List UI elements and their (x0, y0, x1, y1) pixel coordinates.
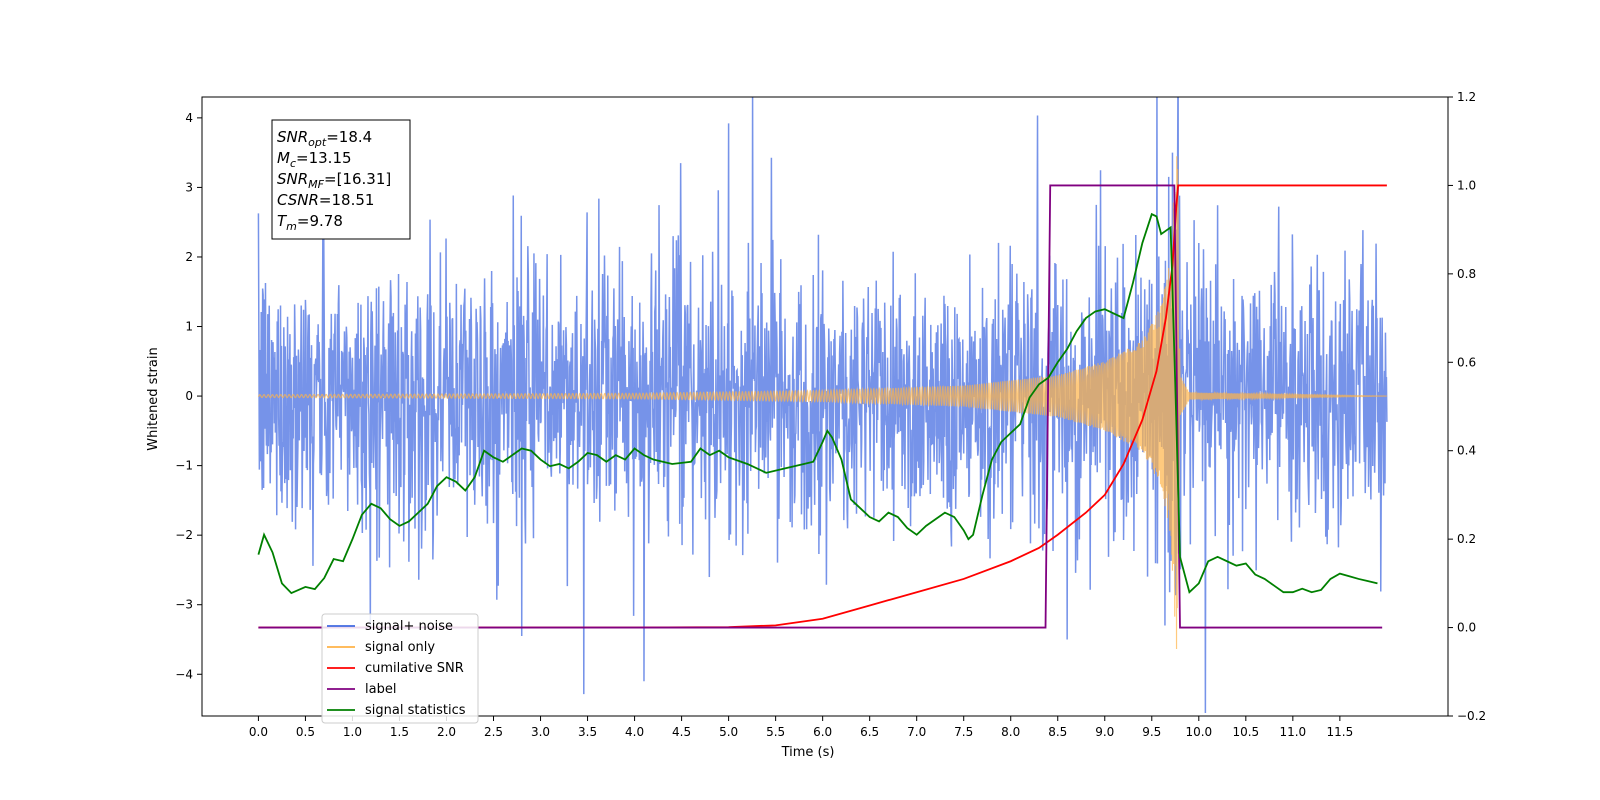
series-layer (257, 97, 1388, 713)
y-tick-label: 2 (185, 250, 193, 264)
annotation-value: =9.78 (297, 212, 343, 230)
x-tick-label: 11.0 (1279, 725, 1306, 739)
legend-label: label (365, 682, 396, 697)
y-tick-label: −1 (175, 459, 193, 473)
x-tick-label: 5.0 (719, 725, 738, 739)
y2-tick-label: 0.6 (1457, 355, 1476, 369)
x-tick-label: 10.0 (1185, 725, 1212, 739)
series-signal-only (257, 156, 1387, 650)
x-tick-label: 1.5 (390, 725, 409, 739)
annotation-value: =[16.31] (324, 170, 391, 188)
annotation-symbol: SNR (277, 128, 308, 146)
legend-label: signal statistics (365, 703, 466, 718)
y2-tick-label: 0.2 (1457, 532, 1476, 546)
series-signal-statistics (257, 212, 1378, 595)
y2-tick-label: 1.2 (1457, 90, 1476, 104)
x-tick-label: 9.5 (1142, 725, 1161, 739)
series-cumulative-snr (258, 184, 1387, 629)
annotation-line: Tm=9.78 (277, 212, 343, 233)
annotation-value: =13.15 (296, 149, 352, 167)
y2-tick-label: 0.4 (1457, 444, 1476, 458)
y-tick-label: 4 (185, 111, 193, 125)
annotation-subscript: MF (308, 178, 324, 191)
annotation-subscript: opt (308, 136, 327, 149)
annotation-symbol: CSNR (277, 191, 319, 209)
plot-area (257, 97, 1388, 713)
x-tick-label: 8.5 (1048, 725, 1067, 739)
y2-tick-label: 0.0 (1457, 621, 1476, 635)
y-tick-label: 1 (185, 320, 193, 334)
annotation-line: Mc=13.15 (277, 149, 352, 170)
y-axis-label: Whitened strain (146, 347, 161, 450)
legend-label: cumilative SNR (365, 661, 464, 676)
x-tick-label: 7.0 (907, 725, 926, 739)
annotation-subscript: c (290, 157, 296, 170)
x-tick-label: 0.5 (296, 725, 315, 739)
x-tick-label: 1.0 (343, 725, 362, 739)
x-tick-label: 2.0 (437, 725, 456, 739)
y2-tick-label: 0.8 (1457, 267, 1476, 281)
x-tick-label: 5.5 (766, 725, 785, 739)
y-tick-label: −2 (175, 528, 193, 542)
annotation-line: SNRopt=18.4 (277, 128, 372, 149)
x-tick-label: 6.5 (860, 725, 879, 739)
annotation-symbol: T (277, 212, 288, 230)
x-tick-label: 2.5 (484, 725, 503, 739)
series-signal-noise (257, 97, 1388, 713)
x-tick-label: 4.0 (625, 725, 644, 739)
annotation-box: SNRopt=18.4Mc=13.15SNRMF=[16.31]CSNR=18.… (271, 119, 411, 240)
annotation-frame (271, 119, 411, 240)
x-tick-label: 10.5 (1232, 725, 1259, 739)
y2-tick-label: 1.0 (1457, 178, 1476, 192)
y-tick-label: −3 (175, 598, 193, 612)
legend-label: signal+ noise (365, 619, 453, 634)
annotation-value: =18.51 (319, 191, 375, 209)
x-tick-label: 0.0 (249, 725, 268, 739)
annotation-symbol: M (277, 149, 290, 167)
series-label (258, 184, 1383, 629)
y2-tick-label: −0.2 (1457, 709, 1486, 723)
x-tick-label: 7.5 (954, 725, 973, 739)
x-tick-label: 8.0 (1001, 725, 1020, 739)
y-tick-label: 0 (185, 389, 193, 403)
annotation-symbol: SNR (277, 170, 308, 188)
y-tick-label: 3 (185, 180, 193, 194)
legend: signal+ noise signal only cumilative SNR la… (321, 613, 479, 724)
annotation-value: =18.4 (326, 128, 372, 146)
annotation-line: CSNR=18.51 (277, 191, 374, 209)
legend-label: signal only (365, 640, 435, 655)
axes-frame (201, 96, 1449, 717)
annotation-line: SNRMF=[16.31] (277, 170, 391, 191)
legend-frame (321, 613, 479, 724)
axes-layer: 0.0 0.5 1.0 1.5 2.0 2.5 3.0 3.5 4.0 4.5 5.0 5.5 6.0 6… (175, 90, 1486, 739)
y-tick-label: −4 (175, 667, 193, 681)
x-tick-label: 4.5 (672, 725, 691, 739)
x-tick-label: 6.0 (813, 725, 832, 739)
x-tick-label: 3.0 (531, 725, 550, 739)
x-tick-label: 3.5 (578, 725, 597, 739)
x-tick-label: 9.0 (1095, 725, 1114, 739)
annotation-subscript: m (286, 220, 297, 233)
x-axis-label: Time (s) (781, 745, 835, 760)
x-tick-label: 11.5 (1326, 725, 1353, 739)
